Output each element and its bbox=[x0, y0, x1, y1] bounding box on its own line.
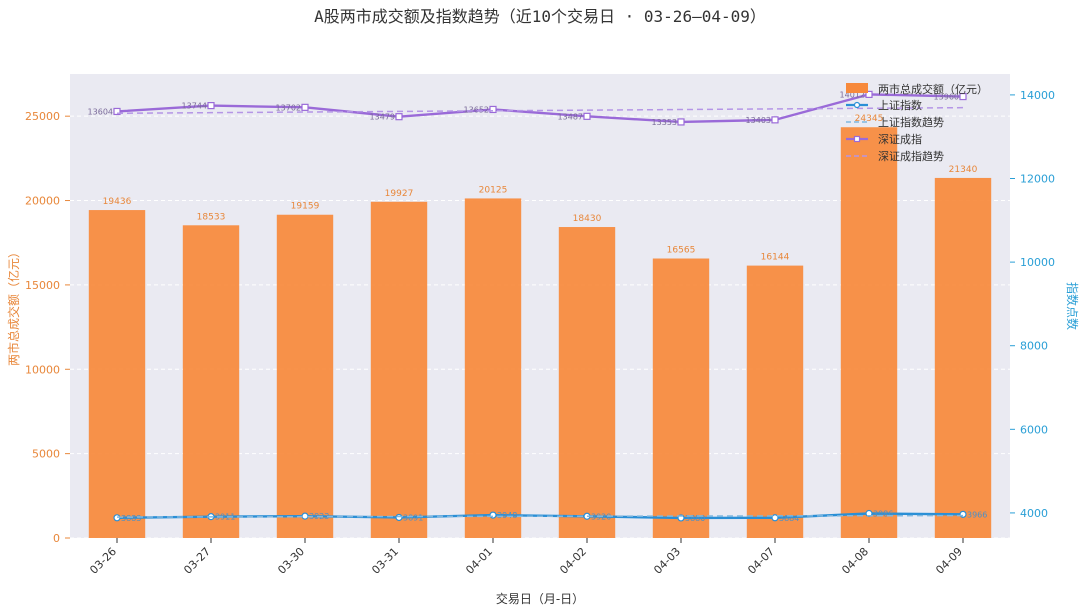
sh-value-label: 3891 bbox=[403, 513, 423, 522]
sz-point bbox=[677, 118, 685, 126]
chart-title: A股两市成交额及指数趋势（近10个交易日 · 03-26—04-09） bbox=[314, 7, 766, 26]
sz-point bbox=[771, 116, 779, 124]
sz-value-label: 14012 bbox=[840, 90, 865, 99]
y-right-tick-label: 6000 bbox=[1020, 423, 1048, 436]
bar-value-label: 16565 bbox=[667, 246, 696, 256]
bar bbox=[746, 265, 804, 538]
bar bbox=[840, 127, 898, 538]
legend-label-sh-trend: 上证指数趋势 bbox=[878, 115, 944, 129]
lines: 3883 3911 3923 3891 3948 3920 3880 3884 3986 3966… bbox=[88, 90, 988, 523]
x-tick-label: 04-02 bbox=[557, 545, 589, 577]
y-left-tick-label: 10000 bbox=[25, 363, 60, 376]
bar bbox=[276, 214, 334, 538]
x-tick-label: 03-31 bbox=[369, 545, 401, 577]
x-tick-label: 03-26 bbox=[87, 545, 119, 577]
x-tick-label: 04-09 bbox=[933, 545, 965, 577]
sz-point bbox=[113, 107, 121, 116]
bar-value-label: 18430 bbox=[573, 214, 602, 224]
sz-point bbox=[865, 90, 873, 98]
sh-point bbox=[959, 510, 967, 518]
x-axis-label: 交易日（月-日） bbox=[496, 591, 584, 606]
sz-value-label: 13744 bbox=[182, 102, 207, 111]
sh-value-label: 3986 bbox=[873, 510, 893, 519]
sz-point bbox=[207, 102, 215, 110]
sz-point bbox=[959, 92, 967, 101]
sh-value-label: 3883 bbox=[121, 514, 141, 523]
x-tick-label: 03-27 bbox=[181, 545, 213, 577]
sz-point bbox=[395, 113, 403, 121]
bar bbox=[464, 198, 522, 538]
sz-value-label: 13487 bbox=[558, 112, 583, 121]
legend-marker-sh bbox=[853, 101, 861, 109]
y-left-tick-label: 15000 bbox=[25, 279, 60, 292]
x-tick-label: 04-08 bbox=[839, 545, 871, 577]
series-line bbox=[116, 106, 964, 115]
bar-value-label: 21340 bbox=[949, 165, 978, 175]
legend-label-sh: 上证指数 bbox=[878, 98, 922, 112]
sh-value-label: 3880 bbox=[685, 514, 705, 523]
bar bbox=[182, 225, 240, 539]
y-left-tick-label: 20000 bbox=[25, 195, 60, 208]
y-left-tick-label: 0 bbox=[53, 532, 60, 545]
sh-value-label: 3884 bbox=[779, 514, 799, 523]
sz-value-label: 13702 bbox=[276, 103, 301, 112]
legend-label-bar: 两市总成交额（亿元） bbox=[878, 82, 988, 96]
bar bbox=[558, 227, 616, 538]
sz-value-label: 13479 bbox=[370, 113, 395, 122]
legend: 两市总成交额（亿元） 上证指数 上证指数趋势 深证成指 深证成指趋势 bbox=[846, 82, 988, 163]
bar-value-label: 19159 bbox=[291, 202, 320, 212]
bar-value-label: 16144 bbox=[761, 253, 790, 263]
bar bbox=[88, 210, 146, 538]
bar bbox=[934, 177, 992, 538]
legend-swatch-bar bbox=[846, 83, 868, 93]
sh-point bbox=[489, 511, 497, 519]
bar bbox=[370, 201, 428, 538]
bar-value-label: 19436 bbox=[103, 197, 132, 207]
bar-value-label: 19927 bbox=[385, 189, 414, 199]
bars: 19436 18533 19159 19927 20125 18430 16565 16144… bbox=[88, 114, 992, 539]
y-axis-left-label: 两市总成交额（亿元） bbox=[6, 246, 21, 366]
sz-value-label: 13960 bbox=[934, 93, 959, 102]
sz-value-label: 13353 bbox=[652, 118, 677, 127]
sz-value-label: 13652 bbox=[464, 105, 489, 114]
x-tick-label: 04-07 bbox=[745, 545, 777, 577]
x-tick-label: 03-30 bbox=[275, 545, 307, 577]
sz-point bbox=[583, 112, 591, 120]
legend-label-sz-trend: 深证成指趋势 bbox=[878, 149, 944, 163]
sh-point bbox=[395, 513, 403, 522]
sh-value-label: 3966 bbox=[967, 510, 987, 519]
sz-point bbox=[489, 105, 497, 114]
y-right-tick-label: 12000 bbox=[1020, 173, 1055, 186]
x-tick-label: 04-01 bbox=[463, 545, 495, 577]
sz-value-label: 13403 bbox=[746, 116, 771, 125]
y-right-tick-label: 10000 bbox=[1020, 256, 1055, 269]
bar-value-label: 18533 bbox=[197, 212, 226, 222]
y-right-tick-label: 4000 bbox=[1020, 507, 1048, 520]
x-tick-label: 04-03 bbox=[651, 545, 683, 577]
y-right-tick-label: 8000 bbox=[1020, 340, 1048, 353]
sh-point bbox=[771, 514, 779, 522]
bar-value-label: 24345 bbox=[855, 114, 884, 124]
series-line bbox=[116, 514, 964, 518]
legend-marker-sz bbox=[853, 135, 861, 143]
sz-point bbox=[301, 103, 309, 111]
sh-value-label: 3911 bbox=[215, 513, 235, 522]
bar bbox=[652, 258, 710, 538]
y-left-tick-label: 5000 bbox=[32, 448, 60, 461]
y-axis-right-label: 指数点数 bbox=[1065, 282, 1080, 330]
legend-label-sz: 深证成指 bbox=[878, 132, 922, 146]
y-left-tick-label: 25000 bbox=[25, 110, 60, 123]
sz-value-label: 13604 bbox=[88, 107, 113, 116]
bar-value-label: 20125 bbox=[479, 185, 508, 195]
series-line bbox=[116, 93, 964, 124]
y-right-tick-label: 14000 bbox=[1020, 89, 1055, 102]
